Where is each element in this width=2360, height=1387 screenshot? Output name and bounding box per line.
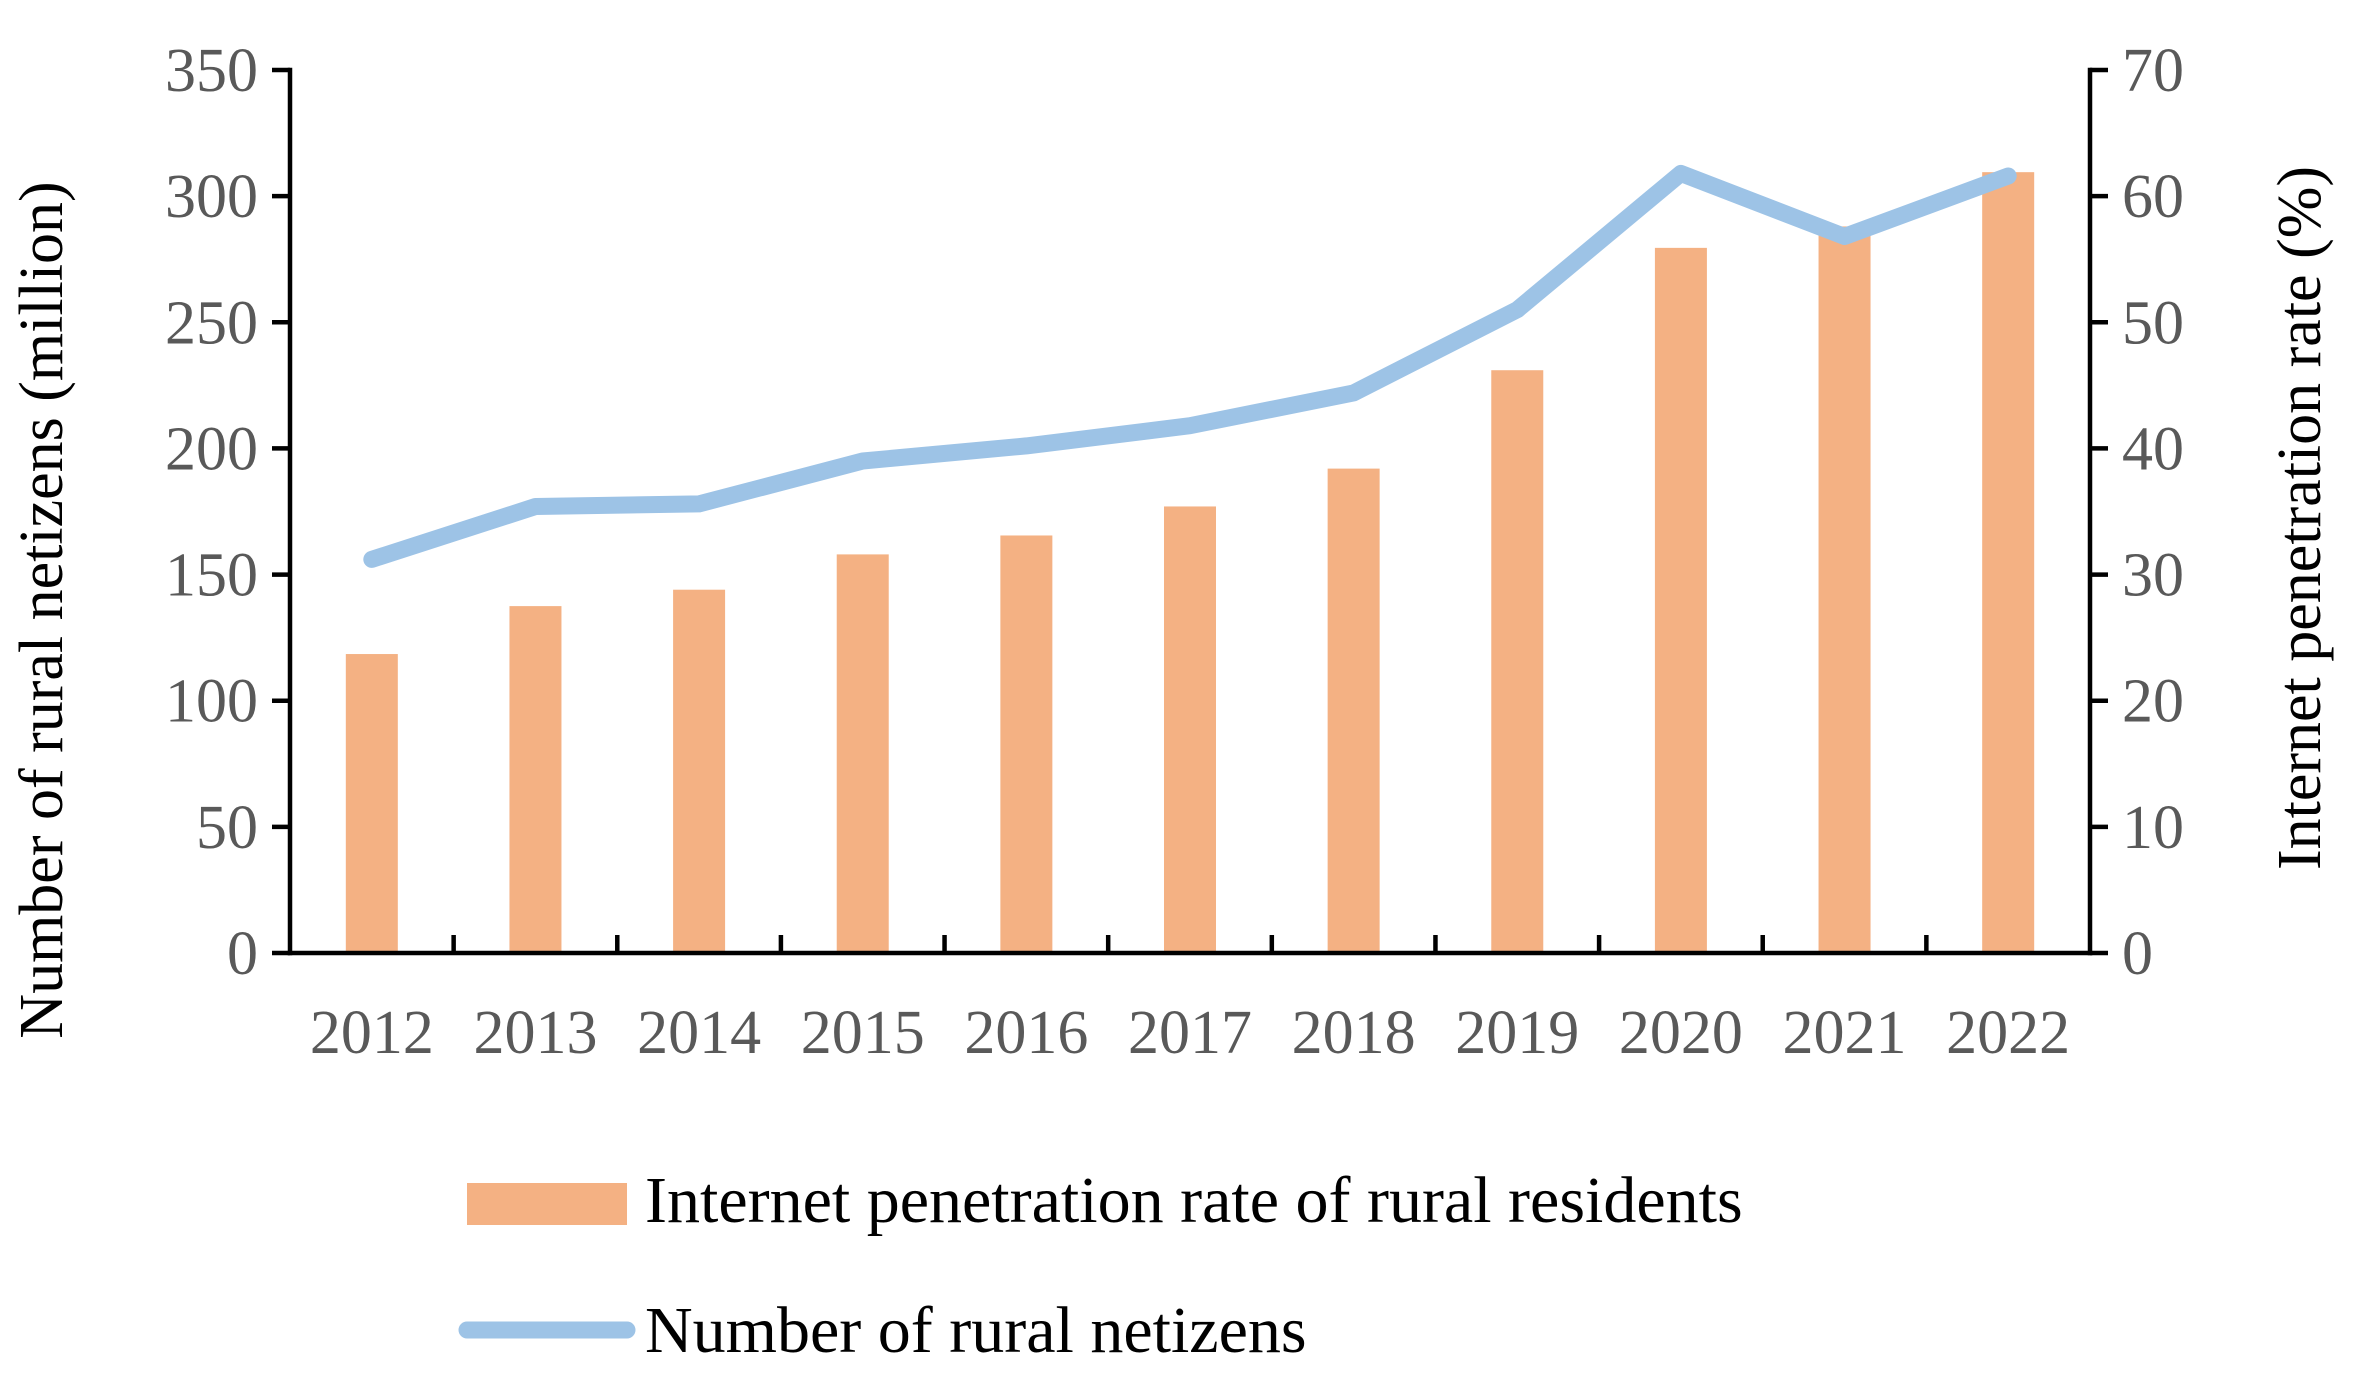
legend-label-line: Number of rural netizens bbox=[645, 1294, 1307, 1367]
bar-2013 bbox=[509, 606, 562, 953]
x-tick-label-2012: 2012 bbox=[310, 999, 434, 1067]
bar-2018 bbox=[1327, 468, 1380, 953]
right-tick-label: 10 bbox=[2122, 794, 2184, 862]
bar-2022 bbox=[1982, 172, 2035, 953]
right-tick-label: 30 bbox=[2122, 542, 2184, 610]
legend-swatch-bar bbox=[467, 1183, 627, 1225]
left-tick-label: 0 bbox=[227, 920, 258, 988]
bar-2019 bbox=[1491, 370, 1544, 954]
x-tick-label-2021: 2021 bbox=[1783, 999, 1907, 1067]
bar-2012 bbox=[345, 654, 398, 953]
line-number-of-rural-netizens bbox=[363, 164, 2017, 568]
left-axis-title: Number of rural netizens (million) bbox=[8, 181, 76, 1038]
x-tick-label-2015: 2015 bbox=[801, 999, 925, 1067]
bar-2016 bbox=[1000, 535, 1053, 953]
x-tick-label-2016: 2016 bbox=[964, 999, 1088, 1067]
left-tick-label: 350 bbox=[165, 37, 258, 105]
x-tick-label-2013: 2013 bbox=[473, 999, 597, 1067]
legend-label-bar: Internet penetration rate of rural resid… bbox=[645, 1164, 1743, 1237]
ticks-layer: 0 50 100 150 200 250 300 350 0 10 20 30 40 50 60 70 2012… bbox=[165, 37, 2184, 1067]
x-tick-label-2022: 2022 bbox=[1946, 999, 2070, 1067]
bars-layer bbox=[345, 172, 2035, 954]
x-tick-label-2018: 2018 bbox=[1292, 999, 1416, 1067]
x-tick-label-2014: 2014 bbox=[637, 999, 761, 1067]
x-tick-label-2019: 2019 bbox=[1455, 999, 1579, 1067]
bar-2014 bbox=[673, 589, 726, 953]
left-tick-label: 300 bbox=[165, 163, 258, 231]
bar-2015 bbox=[836, 554, 889, 953]
left-tick-label: 150 bbox=[165, 542, 258, 610]
left-tick-label: 200 bbox=[165, 415, 258, 483]
right-tick-label: 40 bbox=[2122, 415, 2184, 483]
legend: Internet penetration rate of rural resid… bbox=[458, 1164, 1743, 1367]
right-tick-label: 70 bbox=[2122, 37, 2184, 105]
bar-2020 bbox=[1654, 247, 1707, 953]
x-tick-label-2020: 2020 bbox=[1619, 999, 1743, 1067]
right-tick-label: 0 bbox=[2122, 920, 2153, 988]
line-layer bbox=[363, 164, 2017, 568]
axes-layer bbox=[287, 67, 2093, 956]
right-axis-title: Internet penetration rate (%) bbox=[2266, 166, 2334, 870]
right-tick-label: 50 bbox=[2122, 289, 2184, 357]
left-tick-label: 250 bbox=[165, 289, 258, 357]
x-tick-label-2017: 2017 bbox=[1128, 999, 1252, 1067]
left-tick-label: 50 bbox=[196, 794, 258, 862]
right-tick-label: 60 bbox=[2122, 163, 2184, 231]
right-tick-label: 20 bbox=[2122, 668, 2184, 736]
bar-2017 bbox=[1164, 506, 1216, 953]
bar-2021 bbox=[1818, 226, 1871, 954]
left-tick-label: 100 bbox=[165, 668, 258, 736]
